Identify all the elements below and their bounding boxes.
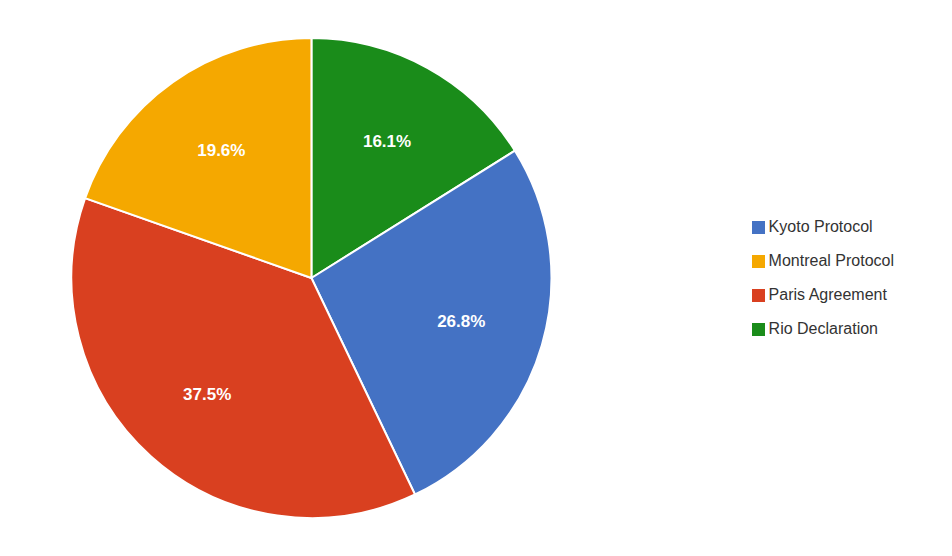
svg-text:37.5%: 37.5%	[183, 385, 231, 404]
html-text:Rio Declaration: Rio Declaration	[768, 320, 878, 337]
html-text:Kyoto Protocol: Kyoto Protocol	[768, 218, 873, 235]
svg-text:26.8%: 26.8%	[437, 312, 485, 331]
html-text:Montreal Protocol: Montreal Protocol	[768, 252, 894, 269]
svg-text:19.6%: 19.6%	[197, 141, 245, 160]
html-text:Paris Agreement: Paris Agreement	[768, 286, 887, 303]
svg-text:16.1%: 16.1%	[363, 132, 411, 151]
